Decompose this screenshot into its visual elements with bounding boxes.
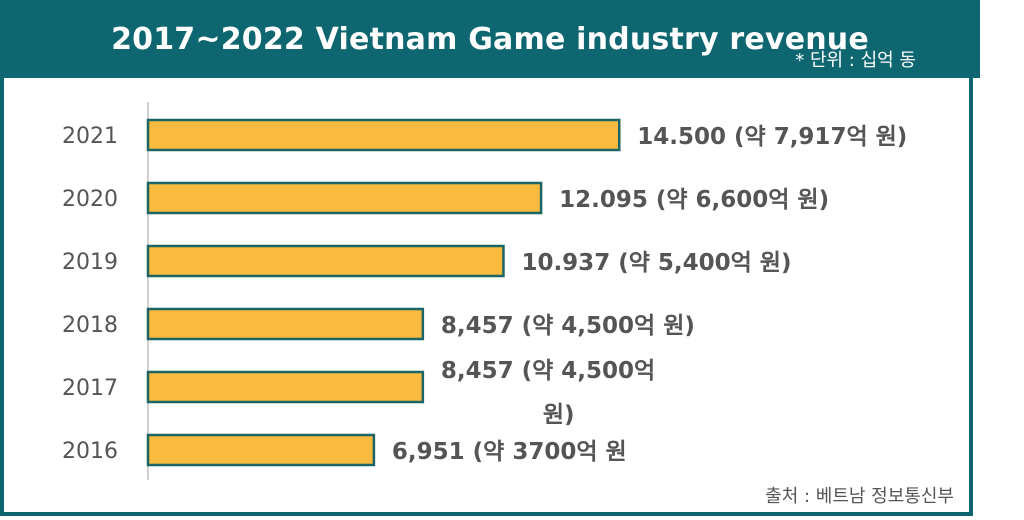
data-label: 14.500 (약 7,917억 원)	[637, 124, 907, 150]
chart-frame	[0, 78, 973, 516]
data-label: 6,951 (약 3700억 원	[392, 439, 627, 465]
bar-2020	[146, 181, 543, 215]
data-label: 8,457 (약 4,500억	[441, 358, 655, 384]
data-label: 원)	[543, 402, 575, 428]
y-tick-label: 2021	[62, 124, 118, 149]
bar-2018	[146, 307, 425, 341]
bar-2016	[146, 433, 376, 467]
data-label: 10.937 (약 5,400억 원)	[521, 250, 791, 276]
y-tick-label: 2018	[62, 313, 118, 338]
chart-title: 2017~2022 Vietnam Game industry revenue	[111, 22, 869, 57]
y-tick-label: 2020	[62, 187, 118, 212]
unit-note: * 단위 : 십억 동	[795, 50, 916, 71]
y-tick-label: 2017	[62, 376, 118, 401]
bar-2021	[146, 118, 621, 152]
bar-2019	[146, 244, 505, 278]
data-label: 12.095 (약 6,600억 원)	[559, 187, 829, 213]
y-tick-label: 2019	[62, 250, 118, 275]
source-note: 출처 : 베트남 정보통신부	[765, 486, 954, 507]
title-banner: 2017~2022 Vietnam Game industry revenue …	[0, 0, 980, 78]
bar-2017	[146, 370, 425, 404]
data-label: 8,457 (약 4,500억 원)	[441, 313, 695, 339]
y-tick-label: 2016	[62, 439, 118, 464]
